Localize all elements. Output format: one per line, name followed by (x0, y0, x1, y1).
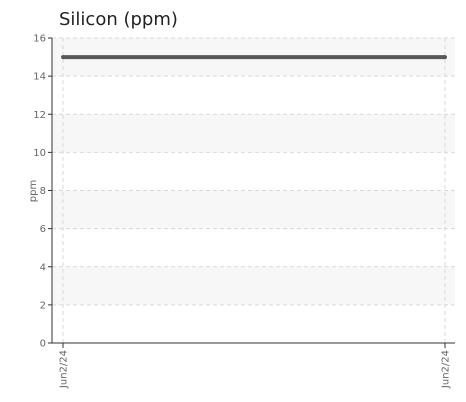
background-band (52, 114, 455, 153)
x-tick-label: Jun2/24 (441, 350, 452, 389)
series-group (61, 55, 447, 60)
y-tick-label: 2 (40, 300, 46, 311)
grid-lines (52, 37, 455, 343)
y-tick-label: 12 (33, 110, 46, 121)
y-tick-label: 0 (40, 339, 46, 350)
y-axis-label: ppm (28, 180, 39, 202)
y-tick-label: 4 (40, 262, 46, 273)
x-axis-ticks: Jun2/24 Jun2/24 (59, 343, 452, 389)
y-tick-label: 16 (33, 34, 46, 45)
data-point (443, 55, 447, 60)
y-tick-label: 6 (40, 224, 46, 235)
background-band (52, 190, 455, 229)
x-tick-label: Jun2/24 (59, 350, 70, 389)
background-bands (52, 38, 455, 305)
background-band (52, 266, 455, 305)
y-tick-label: 14 (33, 72, 46, 83)
data-point (61, 55, 65, 60)
chart-title: Silicon (ppm) (59, 9, 178, 30)
y-tick-label: 10 (33, 148, 46, 159)
y-tick-label: 8 (40, 186, 46, 197)
y-axis-ticks: 0 2 4 6 8 10 12 14 16 (33, 34, 52, 350)
